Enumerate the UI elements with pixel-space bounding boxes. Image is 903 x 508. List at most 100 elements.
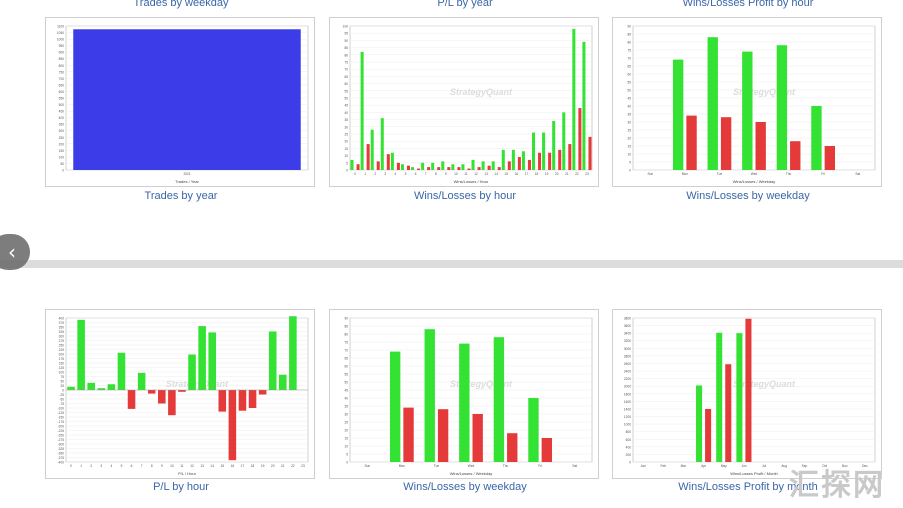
x-tick-label: 8 <box>151 464 153 468</box>
bar <box>811 106 822 170</box>
y-tick-label: 20 <box>344 140 348 144</box>
x-tick-label: May <box>721 464 727 468</box>
y-tick-label: 10 <box>627 153 631 157</box>
y-tick-label: 65 <box>344 357 348 361</box>
y-tick-label: 35 <box>344 118 348 122</box>
y-tick-label: 15 <box>627 145 631 149</box>
y-tick-label: 2000 <box>624 385 631 389</box>
bar <box>686 115 697 170</box>
y-tick-label: 25 <box>344 133 348 137</box>
bar <box>487 165 491 170</box>
bar <box>386 154 390 170</box>
bar <box>501 149 505 170</box>
bar <box>481 161 485 170</box>
bar <box>137 372 146 390</box>
x-tick-label: 18 <box>535 172 539 176</box>
x-tick-label: 7 <box>425 172 427 176</box>
y-tick-label: 80 <box>627 41 631 45</box>
x-tick-label: Sat <box>855 172 860 176</box>
x-tick-label: Apr <box>701 464 707 468</box>
x-tick-label: 9 <box>161 464 163 468</box>
y-tick-label: 90 <box>344 39 348 43</box>
bar <box>198 326 206 390</box>
x-tick-label: 7 <box>141 464 143 468</box>
y-tick-label: 375 <box>59 321 65 325</box>
y-tick-label: 50 <box>344 381 348 385</box>
x-tick-label: 1 <box>80 464 82 468</box>
x-tick-label: Sat <box>572 464 577 468</box>
prev-slide-button[interactable]: ‹ <box>0 234 30 270</box>
bar <box>228 390 237 461</box>
x-tick-label: 21 <box>281 464 285 468</box>
bar <box>188 354 196 390</box>
y-tick-label: 95 <box>344 32 348 36</box>
chart-watermark: StrategyQuant <box>733 379 796 389</box>
x-tick-label: 2 <box>374 172 376 176</box>
x-axis-label: Trades / Year <box>175 179 199 184</box>
bar <box>568 144 572 170</box>
bar <box>457 167 461 170</box>
x-tick-label: 16 <box>515 172 519 176</box>
y-tick-label: 40 <box>344 397 348 401</box>
y-tick-label: 45 <box>627 97 631 101</box>
y-tick-label: 0 <box>62 169 64 173</box>
x-tick-label: 15 <box>505 172 509 176</box>
bar <box>517 157 521 170</box>
y-tick-label: 600 <box>59 90 65 94</box>
y-tick-label: 35 <box>344 405 348 409</box>
x-tick-label: 21 <box>565 172 569 176</box>
y-tick-label: 45 <box>344 104 348 108</box>
y-tick-label: 1800 <box>624 392 631 396</box>
bar <box>532 132 536 170</box>
x-tick-label: Dec <box>862 464 868 468</box>
bar <box>467 168 471 170</box>
x-tick-label: Thu <box>503 464 509 468</box>
x-tick-label: Oct <box>822 464 827 468</box>
bar <box>366 144 370 170</box>
y-tick-label: 15 <box>344 437 348 441</box>
caption-wl-by-hour: Wins/Losses by hour <box>413 190 517 202</box>
x-tick-label: 17 <box>525 172 529 176</box>
bar <box>736 333 743 462</box>
bar <box>776 45 788 171</box>
y-tick-label: 30 <box>344 413 348 417</box>
y-tick-label: 275 <box>59 339 65 343</box>
x-tick-label: Fri <box>821 172 825 176</box>
x-tick-label: Nov <box>842 464 848 468</box>
caption-wl-by-weekday-2: Wins/Losses by weekday <box>403 481 527 493</box>
x-tick-label: 14 <box>494 172 498 176</box>
x-tick-label: Mon <box>399 464 405 468</box>
y-tick-label: 150 <box>59 149 65 153</box>
y-tick-label: 5 <box>346 161 348 165</box>
bar <box>158 390 166 404</box>
chart-pl-by-hour: -400-375-350-325-300-275-250-225-200-175… <box>58 316 309 476</box>
bar <box>258 390 267 395</box>
y-tick-label: 10 <box>344 154 348 158</box>
caption-trades-by-weekday-top: Trades by weekday <box>133 0 229 9</box>
bar <box>417 168 421 170</box>
bar <box>218 390 227 412</box>
y-tick-label: 250 <box>59 344 65 348</box>
y-tick-label: 55 <box>344 89 348 93</box>
y-tick-label: 200 <box>626 453 632 457</box>
y-tick-label: 850 <box>59 57 65 61</box>
y-tick-label: 5 <box>629 161 631 165</box>
bar <box>403 407 414 462</box>
y-tick-label: 35 <box>627 113 631 117</box>
bar <box>350 159 354 170</box>
bar <box>745 318 752 462</box>
y-tick-label: 750 <box>59 70 65 74</box>
bar <box>400 164 404 170</box>
y-tick-label: 1100 <box>57 25 64 29</box>
x-tick-label: 11 <box>180 464 184 468</box>
bar <box>588 136 592 170</box>
caption-wl-profit-by-hour-top: Wins/Losses Profit by hour <box>682 0 814 9</box>
x-tick-label: Tue <box>434 464 440 468</box>
x-tick-label: Sun <box>647 172 653 176</box>
y-tick-label: 300 <box>59 335 65 339</box>
y-tick-label: 5 <box>346 453 348 457</box>
x-tick-label: 0 <box>70 464 72 468</box>
bar <box>238 390 247 411</box>
x-tick-label: Jul <box>762 464 766 468</box>
y-tick-label: 800 <box>59 64 65 68</box>
